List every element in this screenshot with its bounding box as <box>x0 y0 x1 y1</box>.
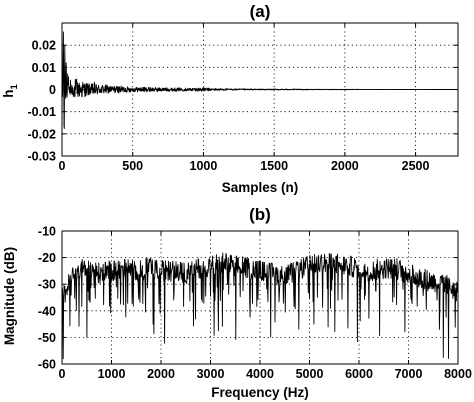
panel-a-y-ticks: -0.03 -0.02 -0.01 0 0.01 0.02 <box>28 39 458 164</box>
x-tick-label: 3000 <box>197 367 225 381</box>
panel-b-grid <box>62 231 458 364</box>
y-tick-label: -30 <box>38 278 56 292</box>
panel-a-y-axis-label-sub: 1 <box>9 84 20 90</box>
panel-a-title: (a) <box>250 2 271 21</box>
panel-b: (b) 0 1000 2000 3000 4000 5000 6000 7000 8000 -6… <box>2 205 472 400</box>
panel-a-x-ticks: 0 500 1000 1500 2000 2500 <box>59 23 430 173</box>
panel-b-plot-frame <box>61 230 459 365</box>
panel-b-title: (b) <box>249 205 271 224</box>
panel-a-y-axis-label: h1 <box>1 84 20 98</box>
y-tick-label: -40 <box>38 304 56 318</box>
x-tick-label: 4000 <box>246 367 274 381</box>
x-tick-label: 8000 <box>444 367 472 381</box>
panel-b-x-axis-label: Frequency (Hz) <box>211 385 309 400</box>
y-tick-label: -20 <box>38 251 56 265</box>
x-tick-label: 5000 <box>296 367 324 381</box>
y-tick-label: -60 <box>38 358 56 372</box>
panel-a-series-line <box>61 31 459 129</box>
x-tick-label: 6000 <box>345 367 373 381</box>
y-tick-label: 0 <box>49 83 56 97</box>
y-tick-label: -50 <box>38 331 56 345</box>
x-tick-label: 1000 <box>98 367 126 381</box>
panel-a-x-axis-label: Samples (n) <box>222 180 299 195</box>
panel-b-x-ticks: 0 1000 2000 3000 4000 5000 6000 7000 8000 <box>59 231 472 381</box>
x-tick-label: 2500 <box>402 159 430 173</box>
y-tick-label: -10 <box>38 225 56 239</box>
x-tick-label: 0 <box>59 159 66 173</box>
x-tick-label: 500 <box>122 159 143 173</box>
panel-a: (a) 0 500 1000 1500 2000 2500 -0.03 -0.02 -0.01… <box>1 2 459 195</box>
y-tick-label: -0.01 <box>28 105 57 119</box>
x-tick-label: 2000 <box>331 159 359 173</box>
panel-b-y-axis-label: Magnitude (dB) <box>2 247 17 345</box>
panel-b-series-line <box>61 252 459 360</box>
y-tick-label: -0.03 <box>28 150 57 164</box>
x-tick-label: 7000 <box>395 367 423 381</box>
panel-b-y-ticks: -60 -50 -40 -30 -20 -10 <box>38 225 458 372</box>
panel-a-y-axis-label-main: h <box>1 90 16 98</box>
y-tick-label: 0.02 <box>32 39 56 53</box>
x-tick-label: 1000 <box>190 159 218 173</box>
y-tick-label: -0.02 <box>28 127 57 141</box>
x-tick-label: 2000 <box>147 367 175 381</box>
y-tick-label: 0.01 <box>32 61 56 75</box>
x-tick-label: 0 <box>59 367 66 381</box>
x-tick-label: 1500 <box>260 159 288 173</box>
